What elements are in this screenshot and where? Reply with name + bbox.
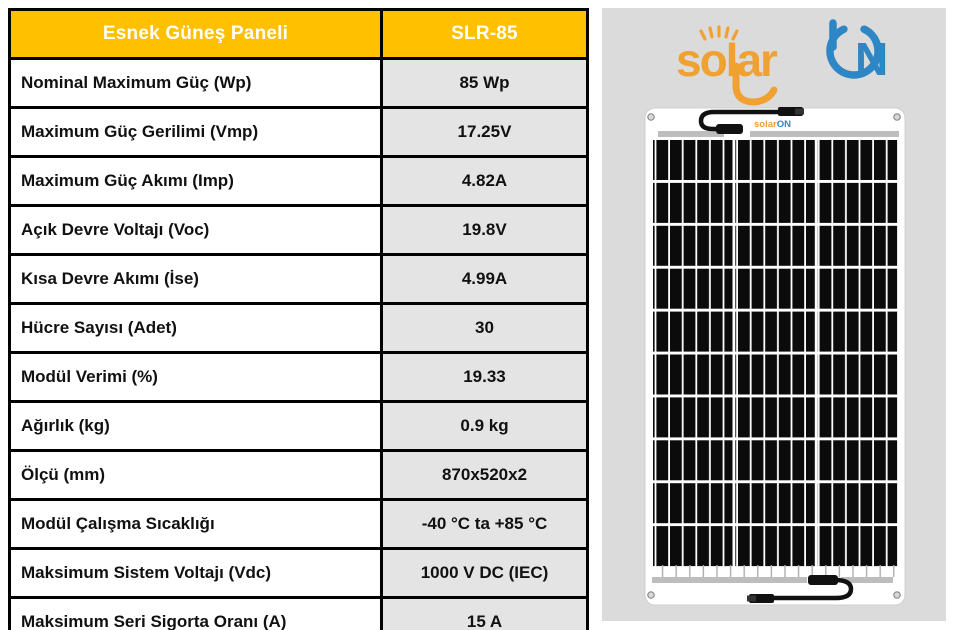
solar-cell <box>653 483 733 524</box>
mounting-hole-icon <box>893 591 901 599</box>
table-row: Kısa Devre Akımı (İse) 4.99A <box>8 253 589 305</box>
solar-cell <box>653 397 733 438</box>
table-header-model: SLR-85 <box>380 8 589 60</box>
spec-label: Modül Çalışma Sıcaklığı <box>8 498 383 550</box>
bottom-cable <box>747 575 854 603</box>
solar-cell <box>735 354 815 395</box>
spec-label: Açık Devre Voltajı (Voc) <box>8 204 383 256</box>
sun-rays-icon <box>699 25 739 41</box>
spec-label: Maksimum Sistem Voltajı (Vdc) <box>8 547 383 599</box>
solar-cell <box>735 483 815 524</box>
solar-panel-image: solarON <box>644 107 906 606</box>
power-button-icon <box>826 19 882 79</box>
spec-label: Ölçü (mm) <box>8 449 383 501</box>
solar-cell <box>817 182 898 223</box>
spec-value: 15 A <box>380 596 589 630</box>
spec-label: Maksimum Seri Sigorta Oranı (A) <box>8 596 383 630</box>
solar-cell <box>817 397 898 438</box>
spec-value: 85 Wp <box>380 57 589 109</box>
table-row: Hücre Sayısı (Adet) 30 <box>8 302 589 354</box>
solar-cell <box>653 225 733 266</box>
table-header-row: Esnek Güneş Paneli SLR-85 <box>8 8 589 60</box>
bottom-rail <box>841 577 893 583</box>
solar-cell <box>653 526 733 567</box>
spec-label: Kısa Devre Akımı (İse) <box>8 253 383 305</box>
solar-cell <box>735 311 815 352</box>
solar-cell <box>735 440 815 481</box>
spec-value: 17.25V <box>380 106 589 158</box>
tab-wires <box>653 565 898 577</box>
table-row: Modül Verimi (%) 19.33 <box>8 351 589 403</box>
spec-label: Hücre Sayısı (Adet) <box>8 302 383 354</box>
spec-label: Ağırlık (kg) <box>8 400 383 452</box>
table-row: Nominal Maximum Güç (Wp) 85 Wp <box>8 57 589 109</box>
solar-cell <box>817 526 898 567</box>
spec-value: -40 °C ta +85 °C <box>380 498 589 550</box>
solar-cell <box>817 440 898 481</box>
solar-cell <box>817 311 898 352</box>
solar-cell <box>817 225 898 266</box>
solar-cell <box>653 182 733 223</box>
spec-value: 19.8V <box>380 204 589 256</box>
table-row: Ağırlık (kg) 0.9 kg <box>8 400 589 452</box>
spec-value: 1000 V DC (IEC) <box>380 547 589 599</box>
spec-value: 19.33 <box>380 351 589 403</box>
panel-mini-logo: solarON <box>754 119 791 130</box>
logo-smile <box>732 62 778 106</box>
spec-value: 4.82A <box>380 155 589 207</box>
solar-cell <box>735 225 815 266</box>
solar-cell <box>653 440 733 481</box>
solar-cell <box>653 268 733 309</box>
spec-value: 4.99A <box>380 253 589 305</box>
solar-cell <box>817 268 898 309</box>
top-cable <box>698 107 804 134</box>
table-header-product: Esnek Güneş Paneli <box>8 8 383 60</box>
mounting-holes <box>647 113 901 599</box>
solar-cell <box>653 354 733 395</box>
spec-value: 0.9 kg <box>380 400 589 452</box>
table-row: Açık Devre Voltajı (Voc) 19.8V <box>8 204 589 256</box>
mounting-hole-icon <box>647 591 655 599</box>
spec-label: Nominal Maximum Güç (Wp) <box>8 57 383 109</box>
table-row: Maksimum Sistem Voltajı (Vdc) 1000 V DC … <box>8 547 589 599</box>
solar-cell <box>735 182 815 223</box>
spec-value: 870x520x2 <box>380 449 589 501</box>
solar-cell <box>817 140 898 180</box>
table-row: Modül Çalışma Sıcaklığı -40 °C ta +85 °C <box>8 498 589 550</box>
mounting-hole-icon <box>647 113 655 121</box>
table-row: Maksimum Seri Sigorta Oranı (A) 15 A <box>8 596 589 630</box>
table-row: Maximum Güç Akımı (Imp) 4.82A <box>8 155 589 207</box>
solar-cell <box>735 397 815 438</box>
spec-label: Maximum Güç Akımı (Imp) <box>8 155 383 207</box>
spec-table: Esnek Güneş Paneli SLR-85 Nominal Maximu… <box>8 8 589 630</box>
table-row: Maximum Güç Gerilimi (Vmp) 17.25V <box>8 106 589 158</box>
spec-label: Maximum Güç Gerilimi (Vmp) <box>8 106 383 158</box>
solar-cell <box>735 526 815 567</box>
logo-word-n: N <box>855 33 888 85</box>
solar-cell-grid <box>653 140 898 567</box>
solar-cell <box>817 354 898 395</box>
solar-cell <box>817 483 898 524</box>
solar-cell <box>653 311 733 352</box>
brand-logo: solar N <box>676 19 888 106</box>
mounting-hole-icon <box>893 113 901 121</box>
spec-label: Modül Verimi (%) <box>8 351 383 403</box>
top-rail <box>658 131 724 137</box>
product-image-svg: solar N <box>644 19 906 606</box>
bottom-rail <box>652 577 807 583</box>
logo-word-solar: solar <box>676 34 778 86</box>
solar-cell <box>735 268 815 309</box>
top-rail <box>750 131 899 137</box>
solar-cell <box>653 140 733 180</box>
solar-cell <box>735 140 815 180</box>
product-image-box: solar N <box>602 8 946 621</box>
table-row: Ölçü (mm) 870x520x2 <box>8 449 589 501</box>
spec-value: 30 <box>380 302 589 354</box>
